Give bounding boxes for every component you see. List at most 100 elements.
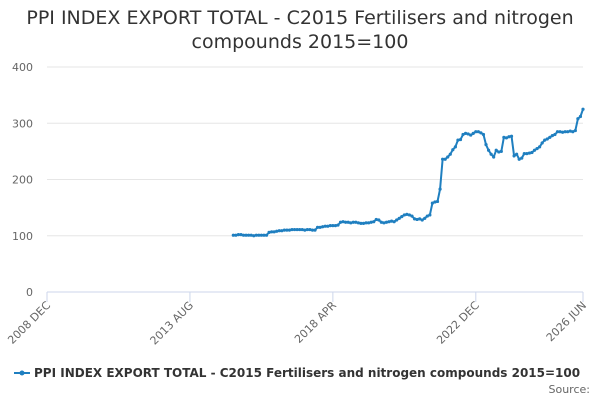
point bbox=[321, 225, 325, 229]
point bbox=[387, 220, 391, 224]
point bbox=[361, 221, 366, 225]
point bbox=[333, 224, 338, 228]
point bbox=[392, 220, 396, 224]
point bbox=[571, 130, 575, 134]
point bbox=[308, 227, 312, 232]
point bbox=[397, 216, 401, 220]
chart-title: PPI INDEX EXPORT TOTAL - C2015 Fertilise… bbox=[26, 7, 574, 53]
point bbox=[336, 223, 340, 227]
point bbox=[448, 152, 452, 156]
y-tick-label: 100 bbox=[12, 230, 33, 243]
point bbox=[433, 200, 437, 204]
point bbox=[502, 135, 506, 139]
point bbox=[453, 145, 457, 149]
point bbox=[425, 214, 429, 218]
point bbox=[356, 221, 360, 225]
point bbox=[231, 233, 235, 237]
point bbox=[507, 135, 511, 139]
point bbox=[252, 234, 256, 238]
point bbox=[492, 155, 496, 159]
source: Source: bbox=[549, 383, 591, 396]
point bbox=[538, 145, 542, 149]
point bbox=[372, 220, 376, 224]
point bbox=[267, 230, 271, 234]
point bbox=[277, 229, 281, 233]
x-tick-label: 2013 AUG bbox=[148, 299, 197, 348]
point bbox=[315, 225, 320, 229]
point bbox=[430, 201, 435, 205]
point bbox=[275, 229, 279, 233]
point bbox=[532, 148, 537, 152]
point bbox=[522, 152, 526, 156]
y-tick-label: 400 bbox=[12, 61, 33, 74]
point bbox=[560, 130, 565, 134]
point bbox=[410, 214, 414, 218]
point bbox=[257, 233, 261, 237]
point bbox=[568, 129, 572, 133]
point bbox=[326, 224, 330, 228]
point bbox=[405, 212, 409, 216]
point bbox=[359, 221, 363, 225]
point bbox=[573, 128, 577, 133]
point bbox=[402, 213, 406, 217]
point bbox=[456, 138, 460, 142]
point bbox=[581, 107, 585, 111]
point bbox=[344, 220, 348, 224]
point bbox=[262, 233, 266, 237]
point bbox=[479, 131, 483, 135]
point bbox=[481, 132, 486, 137]
point bbox=[469, 133, 473, 137]
point bbox=[389, 219, 394, 223]
point bbox=[578, 114, 583, 119]
point bbox=[384, 220, 389, 224]
point bbox=[558, 130, 562, 134]
point bbox=[303, 228, 307, 232]
point bbox=[407, 213, 412, 217]
point bbox=[512, 154, 516, 158]
point bbox=[466, 132, 470, 136]
point bbox=[374, 217, 378, 222]
point bbox=[295, 227, 299, 232]
point bbox=[435, 199, 440, 204]
point bbox=[313, 228, 317, 232]
point bbox=[323, 224, 327, 228]
point bbox=[543, 138, 547, 142]
point bbox=[338, 220, 343, 224]
point bbox=[298, 227, 302, 232]
point bbox=[438, 187, 442, 191]
point bbox=[292, 227, 297, 232]
point bbox=[310, 228, 315, 232]
y-tick-label: 300 bbox=[12, 117, 33, 130]
x-tick-label: 2008 DEC bbox=[5, 299, 53, 347]
point bbox=[305, 227, 309, 232]
point bbox=[290, 227, 294, 232]
series-line bbox=[233, 108, 584, 237]
point bbox=[328, 224, 332, 228]
point bbox=[441, 157, 445, 161]
point bbox=[364, 221, 368, 225]
point bbox=[499, 149, 503, 153]
point bbox=[236, 233, 241, 237]
point bbox=[509, 134, 514, 138]
point bbox=[287, 228, 292, 232]
point bbox=[264, 233, 269, 237]
point bbox=[280, 229, 284, 233]
point bbox=[282, 228, 286, 232]
point bbox=[318, 225, 322, 229]
point bbox=[346, 220, 350, 224]
point bbox=[476, 130, 480, 134]
point bbox=[254, 233, 258, 237]
point bbox=[550, 134, 554, 138]
legend-symbol bbox=[19, 370, 25, 376]
point bbox=[239, 233, 243, 237]
point bbox=[395, 218, 399, 222]
point bbox=[458, 137, 463, 142]
point bbox=[474, 130, 478, 134]
point bbox=[382, 221, 386, 225]
point bbox=[446, 155, 450, 159]
point bbox=[259, 233, 263, 237]
point bbox=[566, 130, 570, 134]
point bbox=[331, 224, 335, 228]
